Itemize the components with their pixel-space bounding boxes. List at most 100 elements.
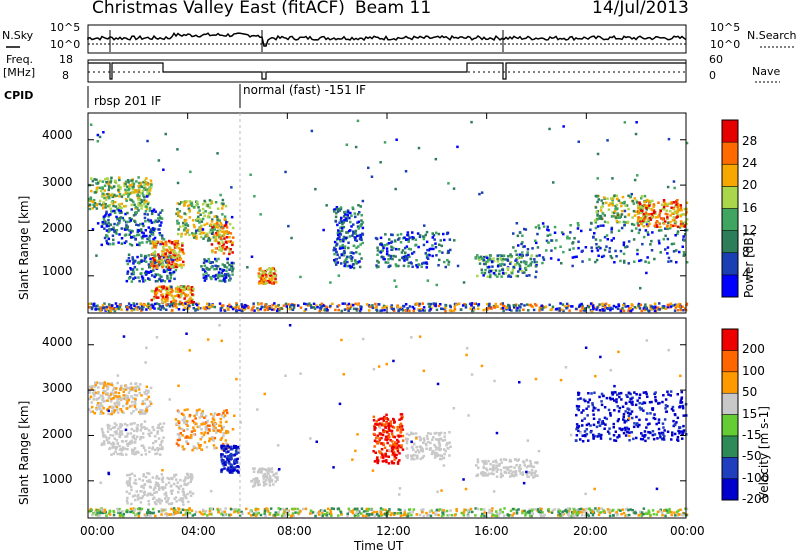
range-gate-cell — [643, 216, 646, 220]
range-gate-cell — [187, 302, 190, 306]
range-gate-cell — [154, 280, 158, 283]
range-gate-cell — [681, 514, 685, 517]
range-gate-cell — [284, 302, 288, 306]
range-gate-cell — [224, 276, 228, 279]
range-gate-cell — [227, 461, 231, 464]
range-gate-cell — [344, 213, 347, 216]
range-gate-cell — [624, 204, 627, 207]
range-gate-cell — [151, 242, 155, 245]
range-gate-cell — [399, 514, 403, 518]
range-gate-cell — [126, 474, 129, 477]
range-gate-cell — [681, 222, 684, 225]
range-gate-cell — [147, 503, 151, 506]
range-gate-cell — [124, 188, 127, 192]
range-gate-cell — [230, 463, 233, 467]
range-gate-cell — [557, 258, 560, 262]
range-gate-cell — [103, 381, 107, 384]
range-gate-cell — [682, 309, 685, 312]
range-gate-cell — [658, 211, 662, 215]
range-gate-cell — [119, 511, 122, 515]
range-gate-cell — [399, 232, 403, 236]
range-gate-cell — [164, 512, 167, 516]
range-gate-cell — [112, 510, 116, 514]
range-gate-cell — [102, 432, 105, 435]
range-gate-cell — [213, 436, 217, 440]
range-gate-cell — [119, 513, 123, 517]
range-gate-cell — [228, 454, 232, 457]
range-gate-cell — [166, 277, 169, 280]
range-gate-cell — [346, 304, 349, 307]
range-gate-cell — [130, 272, 133, 276]
range-gate-cell — [201, 421, 205, 424]
range-gate-cell — [272, 473, 276, 476]
range-gate-cell — [521, 241, 524, 244]
range-gate-cell — [603, 196, 606, 199]
range-gate-cell — [169, 251, 172, 254]
range-gate-cell — [140, 272, 143, 275]
range-gate-cell — [615, 305, 618, 309]
range-gate-cell — [115, 229, 119, 232]
range-gate-cell — [215, 446, 218, 450]
range-gate-cell — [533, 508, 537, 511]
range-gate-cell — [109, 179, 113, 182]
range-gate-cell — [639, 211, 643, 215]
range-gate-cell — [165, 265, 168, 269]
range-gate-cell — [447, 260, 451, 264]
range-gate-cell — [182, 479, 186, 483]
range-gate-cell — [127, 253, 131, 256]
range-gate-cell — [602, 224, 605, 227]
range-gate-cell — [418, 309, 421, 312]
range-gate-cell — [140, 507, 144, 511]
range-gate-cell — [211, 303, 215, 307]
range-gate-cell — [616, 212, 619, 215]
range-gate-cell — [196, 201, 199, 204]
range-gate-cell — [177, 425, 181, 428]
range-gate-cell — [442, 509, 445, 512]
range-gate-cell — [522, 308, 525, 311]
range-gate-cell — [117, 511, 120, 514]
range-gate-cell — [675, 211, 679, 214]
range-gate-cell — [390, 245, 393, 248]
range-gate-cell — [653, 306, 656, 309]
range-gate-cell — [255, 480, 258, 484]
range-gate-cell — [132, 302, 135, 305]
range-gate-cell — [655, 220, 659, 223]
range-gate-cell — [129, 432, 132, 435]
range-gate-cell — [105, 305, 108, 309]
range-gate-cell — [650, 249, 654, 252]
range-gate-cell — [151, 257, 155, 260]
range-gate-cell — [417, 304, 421, 307]
range-gate-cell — [339, 240, 342, 243]
range-gate-cell — [604, 302, 608, 306]
range-gate-cell — [206, 215, 210, 219]
range-gate-cell — [110, 410, 114, 413]
range-gate-cell — [639, 286, 642, 290]
range-gate-cell — [357, 220, 361, 224]
range-gate-cell — [111, 406, 114, 410]
range-gate-cell — [513, 306, 516, 309]
range-gate-cell — [97, 386, 100, 389]
range-gate-cell — [474, 514, 477, 517]
range-gate-cell — [501, 302, 504, 305]
range-gate-cell — [645, 208, 648, 211]
range-gate-cell — [120, 308, 123, 311]
range-gate-cell — [620, 226, 624, 230]
range-gate-cell — [153, 259, 156, 262]
range-gate-cell — [398, 418, 401, 421]
range-gate-cell — [337, 507, 340, 511]
range-gate-cell — [198, 221, 201, 224]
range-gate-cell — [154, 483, 158, 487]
range-gate-cell — [212, 424, 216, 428]
range-gate-cell — [658, 308, 661, 311]
range-gate-cell — [159, 233, 162, 237]
range-gate-cell — [332, 507, 335, 511]
range-gate-cell — [637, 224, 640, 227]
range-gate-cell — [125, 308, 129, 311]
range-gate-cell — [131, 495, 135, 498]
range-gate-cell — [224, 240, 228, 244]
range-gate-cell — [213, 268, 216, 271]
range-gate-cell — [200, 265, 203, 268]
range-gate-cell — [140, 394, 143, 397]
range-gate-cell — [192, 301, 195, 304]
